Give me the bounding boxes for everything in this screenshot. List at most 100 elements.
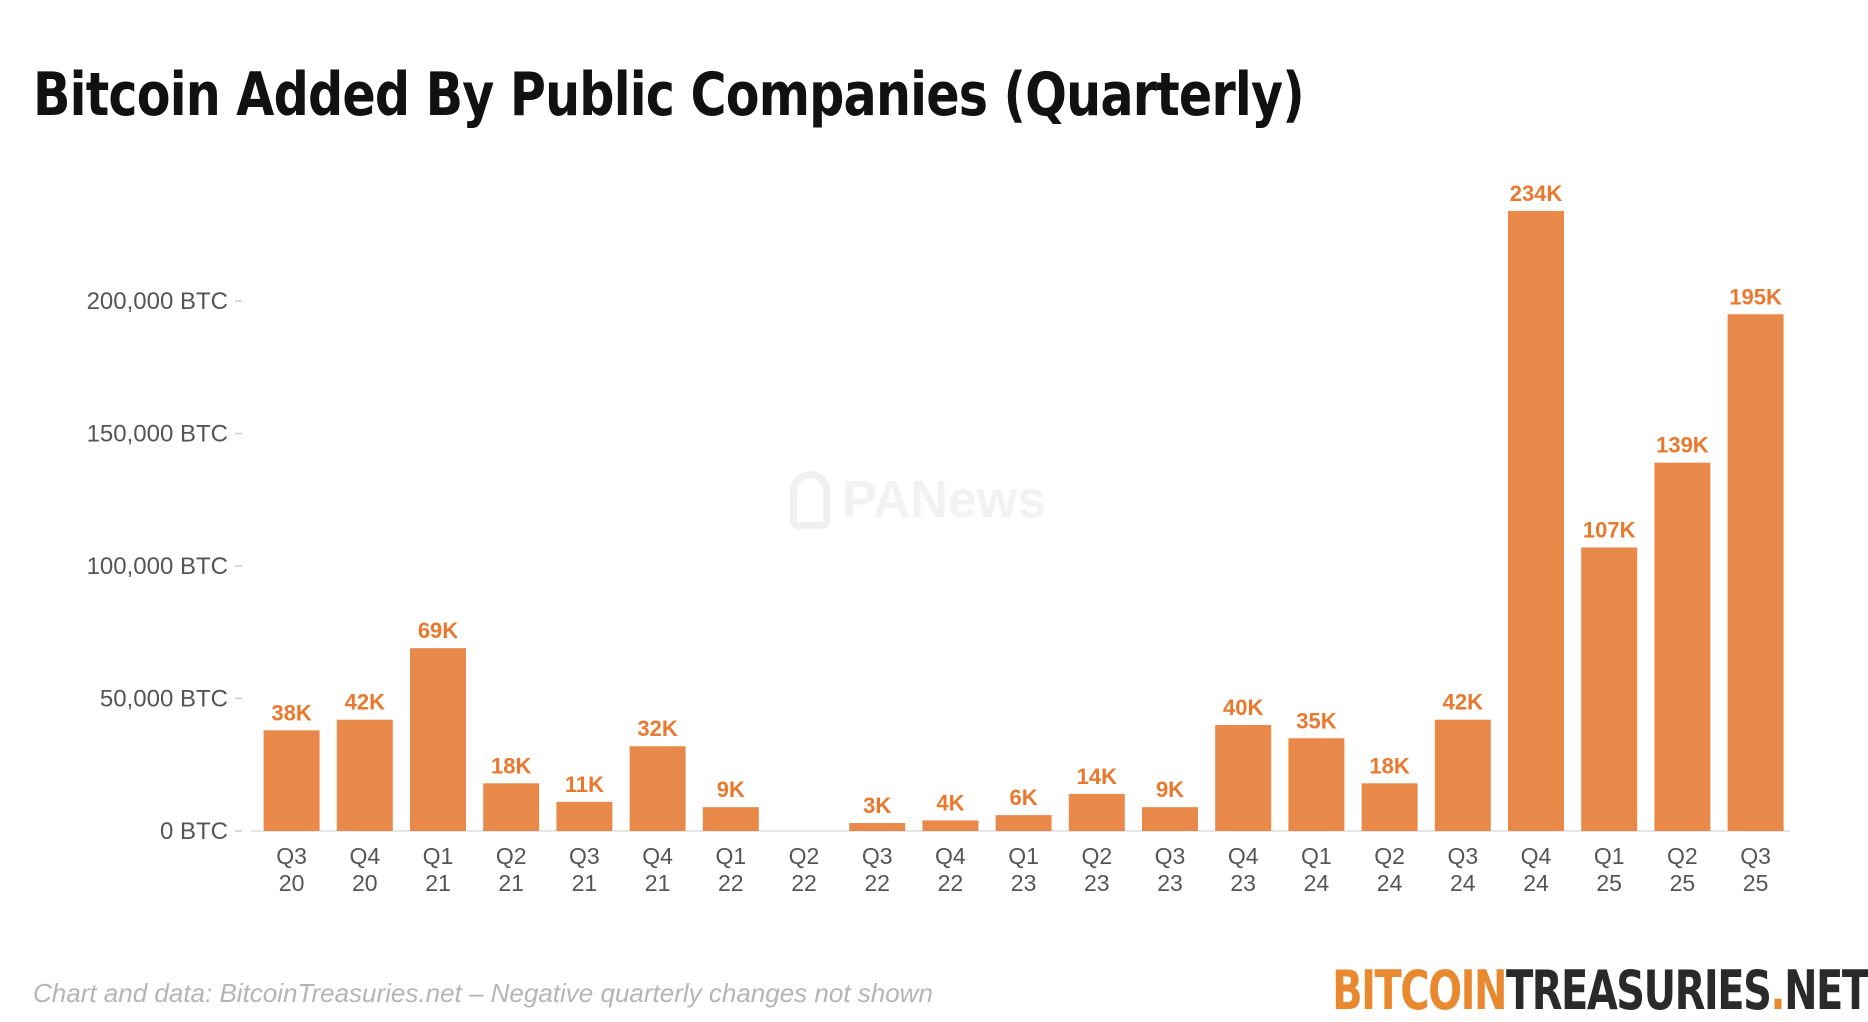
- data-label: 42K: [345, 690, 385, 715]
- data-label: 234K: [1510, 181, 1563, 206]
- x-tick-label-quarter: Q3: [276, 843, 307, 869]
- x-tick-label-quarter: Q4: [349, 843, 380, 869]
- x-tick-label-quarter: Q4: [935, 843, 966, 869]
- bar[interactable]: [1142, 807, 1198, 831]
- bar[interactable]: [336, 719, 393, 831]
- data-label: 38K: [271, 700, 311, 725]
- bar[interactable]: [702, 807, 759, 831]
- data-label: 18K: [491, 753, 531, 778]
- x-tick-label-year: 21: [572, 870, 598, 896]
- bar[interactable]: [1434, 719, 1491, 831]
- x-tick-label-quarter: Q4: [1521, 843, 1552, 869]
- x-tick-label-quarter: Q2: [496, 843, 527, 869]
- watermark-logo-icon: [790, 471, 830, 529]
- brand-part-3: NET: [1784, 959, 1868, 1022]
- x-tick-label-year: 23: [1230, 870, 1256, 896]
- bars: 38K 42K 69K 18K 11K 32K 9K 3K 4K 6K 14K 9K 40K 35K 18K…: [263, 181, 1784, 831]
- data-label: 9K: [717, 777, 745, 802]
- x-tick-label-year: 24: [1377, 870, 1403, 896]
- x-tick-label-quarter: Q3: [862, 843, 893, 869]
- x-tick-label-year: 22: [864, 870, 890, 896]
- bar-chart: 0 BTC 50,000 BTC 100,000 BTC 150,000 BTC 200…: [87, 181, 1790, 896]
- x-tick-label-quarter: Q1: [715, 843, 746, 869]
- data-label: 4K: [936, 790, 964, 815]
- x-tick-label-quarter: Q3: [1447, 843, 1478, 869]
- x-tick-label-year: 25: [1670, 870, 1696, 896]
- bar[interactable]: [1288, 738, 1345, 831]
- x-tick-label-year: 22: [718, 870, 744, 896]
- x-tick-label-quarter: Q2: [789, 843, 820, 869]
- brand-part-1: BITCOIN: [1332, 959, 1508, 1022]
- x-tick-label-quarter: Q2: [1374, 843, 1405, 869]
- x-tick-label-quarter: Q3: [569, 843, 600, 869]
- watermark-text: PANews: [842, 471, 1047, 529]
- data-label: 35K: [1296, 708, 1336, 733]
- bar[interactable]: [922, 820, 979, 831]
- x-tick-label-year: 23: [1011, 870, 1037, 896]
- x-tick-label-quarter: Q1: [423, 843, 454, 869]
- x-tick-label-year: 21: [645, 870, 671, 896]
- y-tick-label: 100,000 BTC: [87, 553, 228, 580]
- y-tick-label: 150,000 BTC: [87, 421, 228, 448]
- x-tick-label-year: 25: [1596, 870, 1622, 896]
- y-tick-label: 0 BTC: [160, 818, 228, 845]
- bar[interactable]: [995, 815, 1052, 831]
- bar[interactable]: [1581, 547, 1638, 831]
- data-label: 107K: [1583, 517, 1636, 542]
- bar[interactable]: [1727, 314, 1784, 831]
- data-label: 40K: [1223, 695, 1263, 720]
- data-label: 195K: [1729, 284, 1782, 309]
- bar[interactable]: [1068, 793, 1125, 831]
- data-label: 9K: [1156, 777, 1184, 802]
- brand-part-2: TREASURIES: [1506, 959, 1772, 1022]
- x-tick-label-year: 21: [498, 870, 524, 896]
- brand-dot: .: [1770, 959, 1786, 1022]
- watermark: PANews: [790, 470, 1046, 530]
- x-tick-label-year: 24: [1523, 870, 1549, 896]
- bar[interactable]: [1654, 462, 1711, 831]
- bar[interactable]: [263, 730, 320, 831]
- data-label: 32K: [637, 716, 677, 741]
- x-tick-label-quarter: Q3: [1155, 843, 1186, 869]
- data-label: 14K: [1077, 764, 1117, 789]
- x-tick-label-year: 23: [1157, 870, 1183, 896]
- bar[interactable]: [410, 648, 466, 831]
- brand-logo[interactable]: BITCOINTREASURIES.NET: [1333, 962, 1868, 1020]
- x-tick-label-year: 22: [938, 870, 964, 896]
- y-tick-label: 200,000 BTC: [87, 288, 228, 315]
- bar[interactable]: [1508, 210, 1564, 831]
- x-tick-label-year: 20: [352, 870, 378, 896]
- x-tick-label-year: 25: [1743, 870, 1769, 896]
- data-label: 6K: [1010, 785, 1038, 810]
- x-tick-label-year: 23: [1084, 870, 1110, 896]
- data-label: 3K: [863, 793, 891, 818]
- data-label: 139K: [1656, 433, 1709, 458]
- x-tick-label-quarter: Q1: [1594, 843, 1625, 869]
- x-axis: Q320Q420Q121Q221Q321Q421Q122Q222Q322Q422…: [276, 843, 1771, 896]
- data-label: 11K: [565, 772, 604, 797]
- x-tick-label-quarter: Q2: [1081, 843, 1112, 869]
- bar[interactable]: [483, 783, 540, 831]
- x-tick-label-quarter: Q4: [1228, 843, 1259, 869]
- bar[interactable]: [629, 746, 686, 831]
- bar[interactable]: [556, 801, 613, 831]
- x-tick-label-year: 24: [1304, 870, 1330, 896]
- x-tick-label-quarter: Q1: [1301, 843, 1332, 869]
- x-tick-label-quarter: Q3: [1740, 843, 1771, 869]
- x-tick-label-year: 24: [1450, 870, 1476, 896]
- data-label: 18K: [1369, 753, 1409, 778]
- bar[interactable]: [1361, 783, 1418, 831]
- x-tick-label-year: 20: [279, 870, 305, 896]
- x-tick-label-quarter: Q1: [1008, 843, 1039, 869]
- bar[interactable]: [849, 823, 906, 831]
- y-tick-label: 50,000 BTC: [100, 686, 228, 713]
- x-tick-label-quarter: Q4: [642, 843, 673, 869]
- data-label: 42K: [1443, 690, 1483, 715]
- x-tick-label-year: 22: [791, 870, 817, 896]
- data-label: 69K: [418, 618, 458, 643]
- bar[interactable]: [1215, 725, 1272, 831]
- x-tick-label-quarter: Q2: [1667, 843, 1698, 869]
- source-note: Chart and data: BitcoinTreasuries.net – …: [33, 978, 933, 1008]
- chart-title: Bitcoin Added By Public Companies (Quart…: [33, 60, 1305, 130]
- x-tick-label-year: 21: [425, 870, 451, 896]
